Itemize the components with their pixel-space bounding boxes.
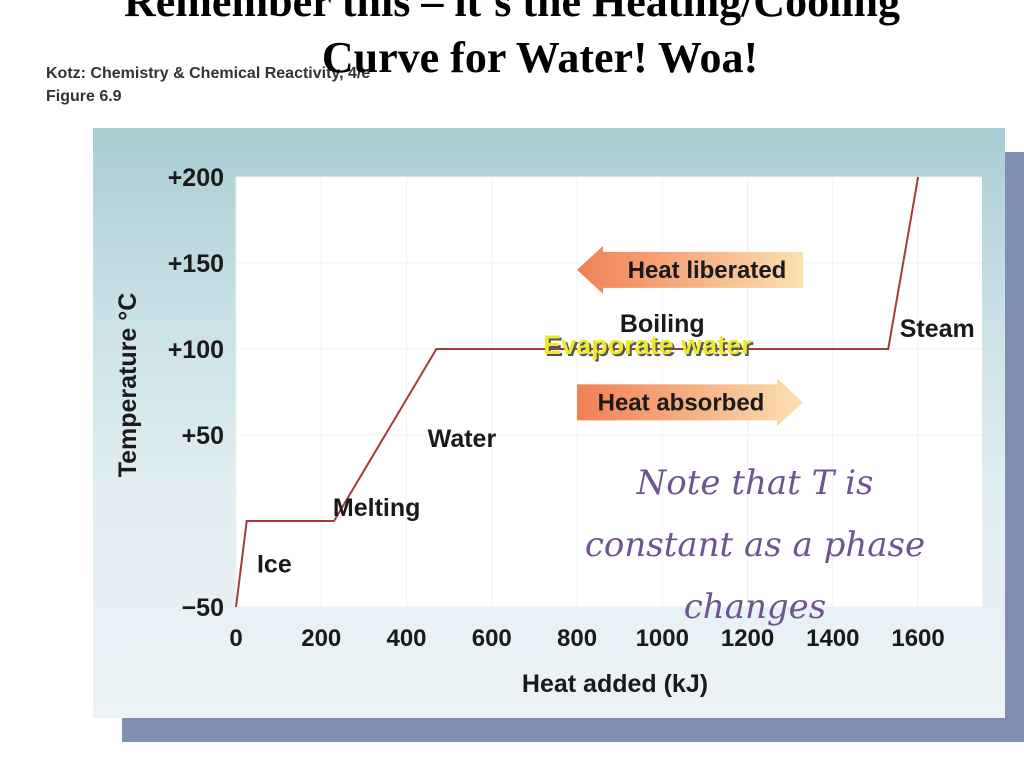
note-line-1: Note that T is: [636, 463, 874, 503]
y-tick-label: +150: [168, 250, 224, 278]
source-caption-line-2: Figure 6.9: [46, 88, 122, 105]
y-axis-label: Temperature °C: [114, 293, 142, 478]
slide-title: Remember this – it’s the Heating/Cooling…: [0, 0, 1024, 86]
y-tick-label: +200: [168, 164, 224, 192]
y-tick-label: −50: [182, 594, 224, 622]
source-caption-line-1: Kotz: Chemistry & Chemical Reactivity, 4…: [46, 65, 371, 82]
x-tick-label: 400: [386, 625, 426, 652]
heat-liberated-arrow: [577, 245, 803, 294]
y-tick-label: +50: [182, 422, 224, 450]
note-line-2: constant as a phase: [584, 525, 926, 565]
source-caption: Kotz: Chemistry & Chemical Reactivity, 4…: [46, 62, 370, 108]
x-tick-label: 0: [229, 625, 242, 652]
evaporate-water-shadow: Evaporate water: [545, 332, 754, 362]
slide-title-line-1: Remember this – it’s the Heating/Cooling: [123, 0, 901, 26]
x-tick-label: 1200: [721, 625, 774, 652]
x-tick-label: 1000: [636, 625, 689, 652]
x-axis-label: Heat added (kJ): [522, 670, 708, 698]
handwritten-note: Note that T is constant as a phase chang…: [520, 452, 990, 638]
heat-liberated-label: Heat liberated: [628, 257, 787, 284]
x-tick-label: 800: [557, 625, 597, 652]
evaporate-water-label: Evaporate water: [543, 330, 752, 360]
phase-label-ice: Ice: [257, 551, 292, 579]
x-tick-label: 600: [472, 625, 512, 652]
heat-absorbed-arrow: [577, 378, 803, 427]
x-tick-label: 200: [301, 625, 341, 652]
heating-curve-line: [235, 176, 920, 608]
phase-label-steam: Steam: [900, 315, 975, 343]
heat-absorbed-label: Heat absorbed: [598, 389, 765, 416]
x-tick-label: 1400: [806, 625, 859, 652]
phase-label-water: Water: [428, 425, 497, 453]
slide-title-line-2: Curve for Water! Woa!: [321, 33, 759, 82]
y-tick-label: +100: [168, 336, 224, 364]
note-line-3: changes: [683, 587, 827, 627]
x-tick-label: 1600: [891, 625, 944, 652]
phase-label-boiling: Boiling: [620, 310, 705, 338]
phase-label-melting: Melting: [333, 494, 421, 522]
